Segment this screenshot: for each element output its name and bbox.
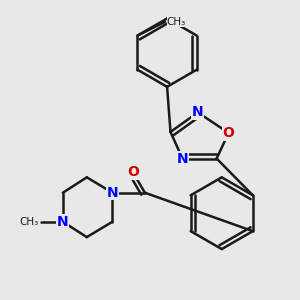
Text: N: N [57, 215, 69, 229]
Text: N: N [106, 186, 118, 200]
Text: O: O [223, 126, 235, 140]
Text: CH₃: CH₃ [167, 17, 186, 27]
Text: N: N [177, 152, 188, 166]
Text: CH₃: CH₃ [20, 217, 39, 227]
Text: N: N [192, 105, 204, 119]
Text: O: O [127, 165, 139, 179]
